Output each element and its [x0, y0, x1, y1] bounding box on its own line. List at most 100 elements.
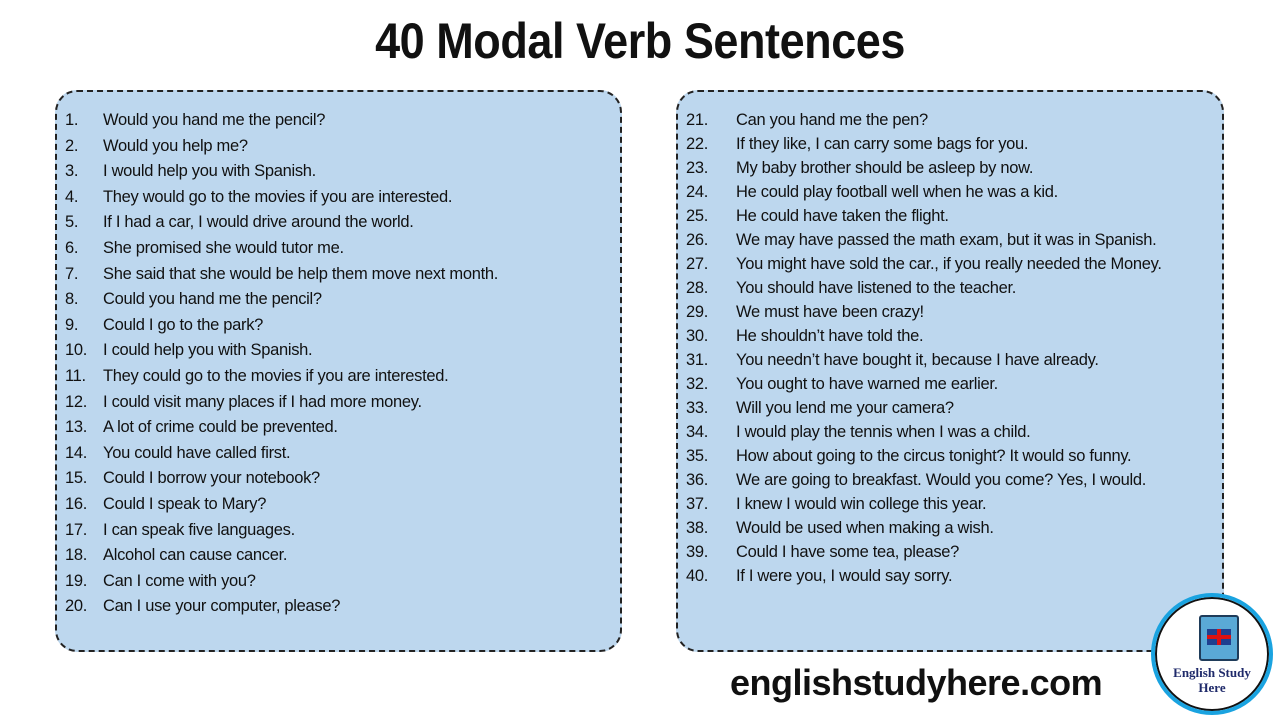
- sentence-item: 5. If I had a car, I would drive around t…: [65, 210, 498, 236]
- item-text: Would be used when making a wish.: [736, 519, 994, 537]
- item-text: She said that she would be help them mov…: [103, 264, 499, 283]
- item-text: Could I go to the park?: [103, 315, 264, 334]
- sentence-item: 1. Would you hand me the pencil?: [65, 108, 498, 134]
- item-text: Alcohol can cause cancer.: [103, 546, 288, 565]
- page-title: 40 Modal Verb Sentences: [375, 13, 905, 69]
- item-text: Can I use your computer, please?: [103, 597, 341, 616]
- item-number: 19.: [65, 571, 88, 590]
- item-number: 29.: [686, 303, 709, 321]
- item-number: 7.: [65, 264, 79, 283]
- sentence-item: 40. If I were you, I would say sorry.: [686, 564, 1176, 588]
- sentence-list-left: 1. Would you hand me the pencil? 2. Would y…: [65, 108, 498, 620]
- item-text: You needn’t have bought it, because I ha…: [736, 351, 1099, 369]
- item-text: They would go to the movies if you are i…: [103, 187, 453, 206]
- sentence-item: 33. Will you lend me your camera?: [686, 396, 1176, 420]
- item-number: 8.: [65, 290, 79, 309]
- sentence-item: 24. He could play football well when he w…: [686, 180, 1176, 204]
- item-text: You should have listened to the teacher.: [736, 279, 1017, 297]
- sentence-item: 25. He could have taken the flight.: [686, 204, 1176, 228]
- logo-text: English Study Here: [1155, 665, 1269, 695]
- sentence-item: 8. Could you hand me the pencil?: [65, 287, 498, 313]
- sentence-item: 31. You needn’t have bought it, because I…: [686, 348, 1176, 372]
- item-text: Could I speak to Mary?: [103, 494, 267, 513]
- sentence-item: 18. Alcohol can cause cancer.: [65, 543, 498, 569]
- item-number: 12.: [65, 392, 88, 411]
- item-number: 10.: [65, 341, 88, 360]
- item-text: We may have passed the math exam, but it…: [736, 231, 1157, 249]
- sentence-item: 29. We must have been crazy!: [686, 300, 1176, 324]
- sentence-item: 20. Can I use your computer, please?: [65, 594, 498, 620]
- item-number: 26.: [686, 231, 709, 249]
- item-number: 34.: [686, 423, 709, 441]
- item-number: 21.: [686, 111, 709, 129]
- item-number: 31.: [686, 351, 709, 369]
- sentence-item: 10. I could help you with Spanish.: [65, 338, 498, 364]
- sentence-item: 13. A lot of crime could be prevented.: [65, 415, 498, 441]
- item-number: 20.: [65, 597, 88, 616]
- item-number: 35.: [686, 447, 709, 465]
- item-number: 1.: [65, 111, 79, 129]
- sentence-item: 15. Could I borrow your notebook?: [65, 466, 498, 492]
- item-text: A lot of crime could be prevented.: [103, 418, 338, 437]
- item-text: You ought to have warned me earlier.: [736, 375, 998, 393]
- item-number: 30.: [686, 327, 709, 345]
- item-text: We must have been crazy!: [736, 303, 924, 321]
- book-icon: [1199, 615, 1239, 661]
- sentence-item: 19. Can I come with you?: [65, 569, 498, 595]
- sentence-item: 17. I can speak five languages.: [65, 518, 498, 544]
- item-number: 18.: [65, 546, 88, 565]
- item-text: Could you hand me the pencil?: [103, 290, 322, 309]
- item-number: 6.: [65, 238, 79, 257]
- item-text: Will you lend me your camera?: [736, 399, 954, 417]
- sentence-item: 4. They would go to the movies if you are…: [65, 185, 498, 211]
- sentence-item: 30. He shouldn’t have told the.: [686, 324, 1176, 348]
- item-number: 27.: [686, 255, 709, 273]
- sentence-item: 34. I would play the tennis when I was a …: [686, 420, 1176, 444]
- sentence-box-left: 1. Would you hand me the pencil? 2. Would y…: [55, 90, 622, 652]
- sentence-item: 26. We may have passed the math exam, but…: [686, 228, 1176, 252]
- item-text: Can you hand me the pen?: [736, 111, 928, 129]
- item-text: He shouldn’t have told the.: [736, 327, 924, 345]
- sentence-item: 27. You might have sold the car., if you …: [686, 252, 1176, 276]
- item-text: I could visit many places if I had more …: [103, 392, 422, 411]
- sentence-item: 16. Could I speak to Mary?: [65, 492, 498, 518]
- sentence-item: 36. We are going to breakfast. Would you …: [686, 468, 1176, 492]
- english-study-here-logo: English Study Here: [1151, 593, 1273, 715]
- item-text: If I had a car, I would drive around the…: [103, 213, 414, 232]
- item-number: 9.: [65, 315, 79, 334]
- logo-text-line1: English Study: [1173, 665, 1251, 680]
- item-text: Can I come with you?: [103, 571, 256, 590]
- sentence-item: 3. I would help you with Spanish.: [65, 159, 498, 185]
- item-number: 5.: [65, 213, 79, 232]
- item-text: My baby brother should be asleep by now.: [736, 159, 1034, 177]
- item-number: 23.: [686, 159, 709, 177]
- uk-flag-icon: [1207, 629, 1231, 645]
- item-number: 28.: [686, 279, 709, 297]
- sentence-item: 12. I could visit many places if I had mo…: [65, 390, 498, 416]
- item-number: 2.: [65, 136, 79, 155]
- sentence-item: 7. She said that she would be help them m…: [65, 262, 498, 288]
- sentence-item: 35. How about going to the circus tonight…: [686, 444, 1176, 468]
- sentence-item: 11. They could go to the movies if you ar…: [65, 364, 498, 390]
- item-text: We are going to breakfast. Would you com…: [736, 471, 1147, 489]
- logo-text-line2: Here: [1198, 680, 1226, 695]
- item-number: 33.: [686, 399, 709, 417]
- sentence-item: 39. Could I have some tea, please?: [686, 540, 1176, 564]
- item-text: Could I borrow your notebook?: [103, 469, 320, 488]
- sentence-item: 2. Would you help me?: [65, 134, 498, 160]
- item-text: If they like, I can carry some bags for …: [736, 135, 1029, 153]
- item-number: 4.: [65, 187, 79, 206]
- website-url: englishstudyhere.com: [730, 662, 1103, 703]
- item-text: She promised she would tutor me.: [103, 238, 344, 257]
- item-number: 13.: [65, 418, 88, 437]
- sentence-item: 9. Could I go to the park?: [65, 313, 498, 339]
- item-number: 14.: [65, 443, 88, 462]
- item-text: Would you hand me the pencil?: [103, 111, 326, 129]
- sentence-item: 37. I knew I would win college this year.: [686, 492, 1176, 516]
- item-text: You could have called first.: [103, 443, 291, 462]
- item-number: 16.: [65, 494, 88, 513]
- item-text: Would you help me?: [103, 136, 248, 155]
- sentence-item: 28. You should have listened to the teach…: [686, 276, 1176, 300]
- sentence-item: 6. She promised she would tutor me.: [65, 236, 498, 262]
- item-number: 17.: [65, 520, 88, 539]
